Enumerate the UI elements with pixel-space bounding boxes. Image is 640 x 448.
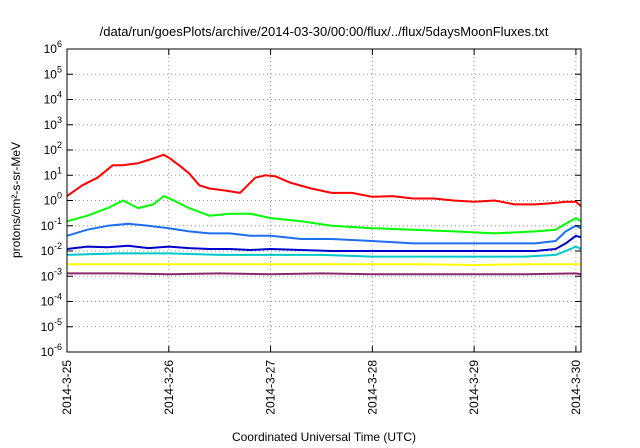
x-axis-ticks: 2014-3-25 2014-3-26 2014-3-27 2014-3-28 2014… bbox=[60, 49, 583, 415]
y-tick-label: 10-2 bbox=[41, 241, 62, 258]
x-tick-label: 2014-3-28 bbox=[365, 360, 379, 415]
x-tick-label: 2014-3-27 bbox=[264, 360, 278, 415]
data-series bbox=[66, 153, 582, 276]
y-tick-label: 106 bbox=[44, 39, 62, 56]
y-tick-label: 10-4 bbox=[41, 292, 62, 309]
chart-title: /data/run/goesPlots/archive/2014-03-30/0… bbox=[100, 24, 549, 39]
x-tick-label: 2014-3-29 bbox=[467, 360, 481, 415]
y-tick-label: 105 bbox=[44, 64, 62, 81]
grid-lines bbox=[67, 49, 581, 352]
y-axis-ticks: 10-6 10-5 10-4 10-3 10-2 10-1 100 101 102 103 104 1… bbox=[41, 39, 581, 359]
series-line-1 bbox=[66, 153, 582, 207]
x-axis-label: Coordinated Universal Time (UTC) bbox=[232, 430, 416, 444]
y-tick-label: 103 bbox=[44, 115, 62, 132]
y-tick-label: 101 bbox=[44, 165, 62, 182]
y-tick-label: 100 bbox=[44, 191, 62, 208]
y-tick-label: 102 bbox=[44, 140, 62, 157]
series-line-2 bbox=[66, 195, 582, 235]
y-tick-label: 10-5 bbox=[41, 317, 62, 334]
y-tick-label: 10-3 bbox=[41, 266, 62, 283]
series-line-4 bbox=[66, 234, 582, 252]
x-tick-label: 2014-3-26 bbox=[162, 360, 176, 415]
y-tick-label: 10-1 bbox=[41, 216, 62, 233]
series-line-6 bbox=[67, 263, 581, 266]
x-tick-label: 2014-3-25 bbox=[60, 360, 74, 415]
y-axis-label: protons/cm²-s-sr-MeV bbox=[9, 142, 23, 258]
y-tick-label: 10-6 bbox=[41, 342, 62, 359]
series-line-7 bbox=[67, 272, 582, 276]
x-tick-label: 2014-3-30 bbox=[569, 360, 583, 415]
series-line-3 bbox=[66, 222, 582, 245]
y-tick-label: 104 bbox=[44, 90, 62, 107]
series-line-5 bbox=[66, 245, 582, 258]
